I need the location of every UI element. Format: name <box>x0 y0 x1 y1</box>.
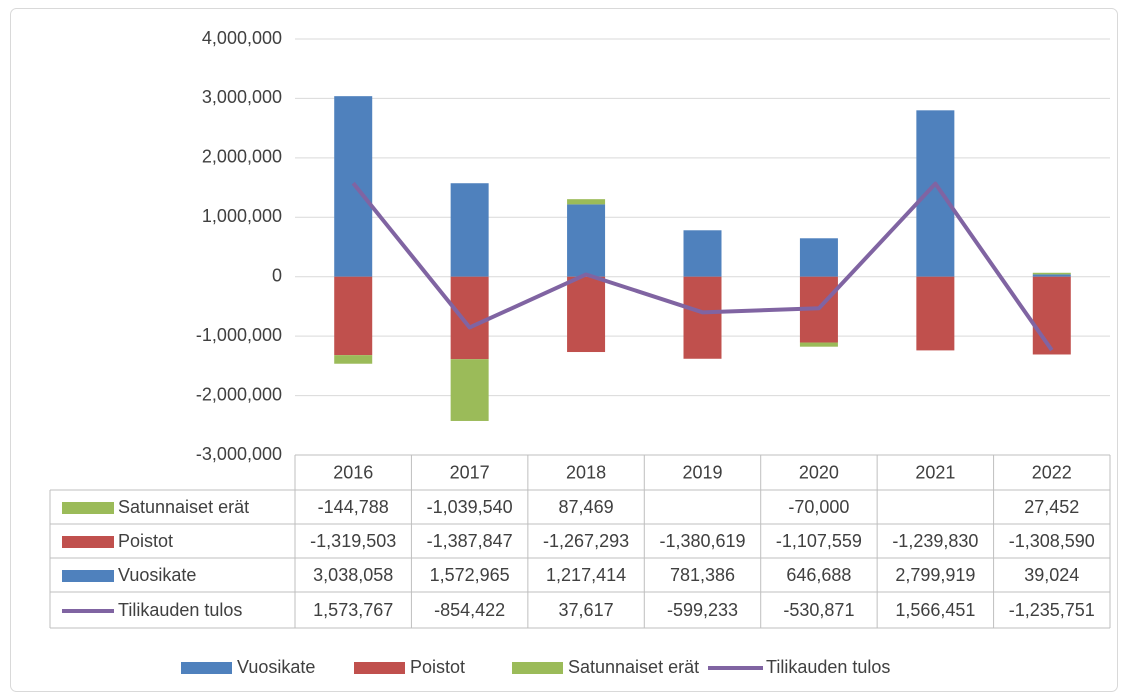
table-cell: 37,617 <box>559 600 614 620</box>
bar <box>567 276 606 353</box>
legend-label: Poistot <box>410 657 465 677</box>
bar <box>567 204 606 277</box>
y-tick-label: 1,000,000 <box>202 206 282 226</box>
table-cell: -1,267,293 <box>543 531 629 551</box>
table-row-label: Vuosikate <box>118 565 196 585</box>
legend-key <box>181 662 232 674</box>
table-cell: 1,573,767 <box>313 600 393 620</box>
legend-label: Tilikauden tulos <box>766 657 890 677</box>
table-cell: 27,452 <box>1024 497 1079 517</box>
bar <box>567 199 606 205</box>
table-cell: -854,422 <box>434 600 505 620</box>
bar <box>916 276 955 351</box>
table-cell: 3,038,058 <box>313 565 393 585</box>
x-tick-label: 2016 <box>333 462 373 482</box>
table-cell: -1,107,559 <box>776 531 862 551</box>
bar <box>1032 272 1071 275</box>
y-tick-label: -1,000,000 <box>196 325 282 345</box>
legend-key <box>354 662 405 674</box>
y-tick-label: 2,000,000 <box>202 147 282 167</box>
bar <box>450 359 489 421</box>
x-tick-label: 2022 <box>1032 462 1072 482</box>
table-cell: 781,386 <box>670 565 735 585</box>
y-tick-label: 0 <box>272 265 282 285</box>
bar <box>334 96 373 277</box>
table-cell: 1,566,451 <box>895 600 975 620</box>
bar <box>683 230 722 277</box>
table-cell: -1,308,590 <box>1009 531 1095 551</box>
table-row-label: Poistot <box>118 531 173 551</box>
y-tick-label: 4,000,000 <box>202 28 282 48</box>
table-cell: 646,688 <box>786 565 851 585</box>
table-cell: -1,239,830 <box>892 531 978 551</box>
bar <box>916 110 955 277</box>
table-cell: -599,233 <box>667 600 738 620</box>
legend-key <box>62 570 114 582</box>
bar <box>799 342 838 347</box>
bar <box>799 238 838 277</box>
legend-label: Vuosikate <box>237 657 315 677</box>
table-cell: -1,235,751 <box>1009 600 1095 620</box>
table-cell: -70,000 <box>788 497 849 517</box>
table-row-label: Tilikauden tulos <box>118 600 242 620</box>
bar <box>450 183 489 277</box>
table-cell: -144,788 <box>318 497 389 517</box>
bar <box>450 276 489 360</box>
bar <box>683 276 722 359</box>
table-cell: -1,039,540 <box>427 497 513 517</box>
table-cell: -530,871 <box>783 600 854 620</box>
table-cell: 2,799,919 <box>895 565 975 585</box>
line-series <box>351 181 1054 352</box>
y-tick-label: 3,000,000 <box>202 87 282 107</box>
x-tick-label: 2020 <box>799 462 839 482</box>
table-cell: -1,380,619 <box>659 531 745 551</box>
y-tick-label: -3,000,000 <box>196 444 282 464</box>
table-row-label: Satunnaiset erät <box>118 497 249 517</box>
table-cell: 87,469 <box>559 497 614 517</box>
bar <box>334 355 373 364</box>
table-cell: 1,572,965 <box>430 565 510 585</box>
x-tick-label: 2021 <box>915 462 955 482</box>
legend-key <box>512 662 563 674</box>
legend-key <box>62 502 114 514</box>
legend-key <box>62 536 114 548</box>
y-tick-label: -2,000,000 <box>196 384 282 404</box>
bar <box>1032 276 1071 355</box>
table-cell: -1,387,847 <box>427 531 513 551</box>
table-cell: 1,217,414 <box>546 565 626 585</box>
bar <box>1032 274 1071 277</box>
x-tick-label: 2018 <box>566 462 606 482</box>
x-tick-label: 2019 <box>682 462 722 482</box>
table-cell: -1,319,503 <box>310 531 396 551</box>
x-tick-label: 2017 <box>450 462 490 482</box>
chart-border <box>10 8 1118 692</box>
table-cell: 39,024 <box>1024 565 1079 585</box>
legend-label: Satunnaiset erät <box>568 657 699 677</box>
bar <box>334 276 373 356</box>
